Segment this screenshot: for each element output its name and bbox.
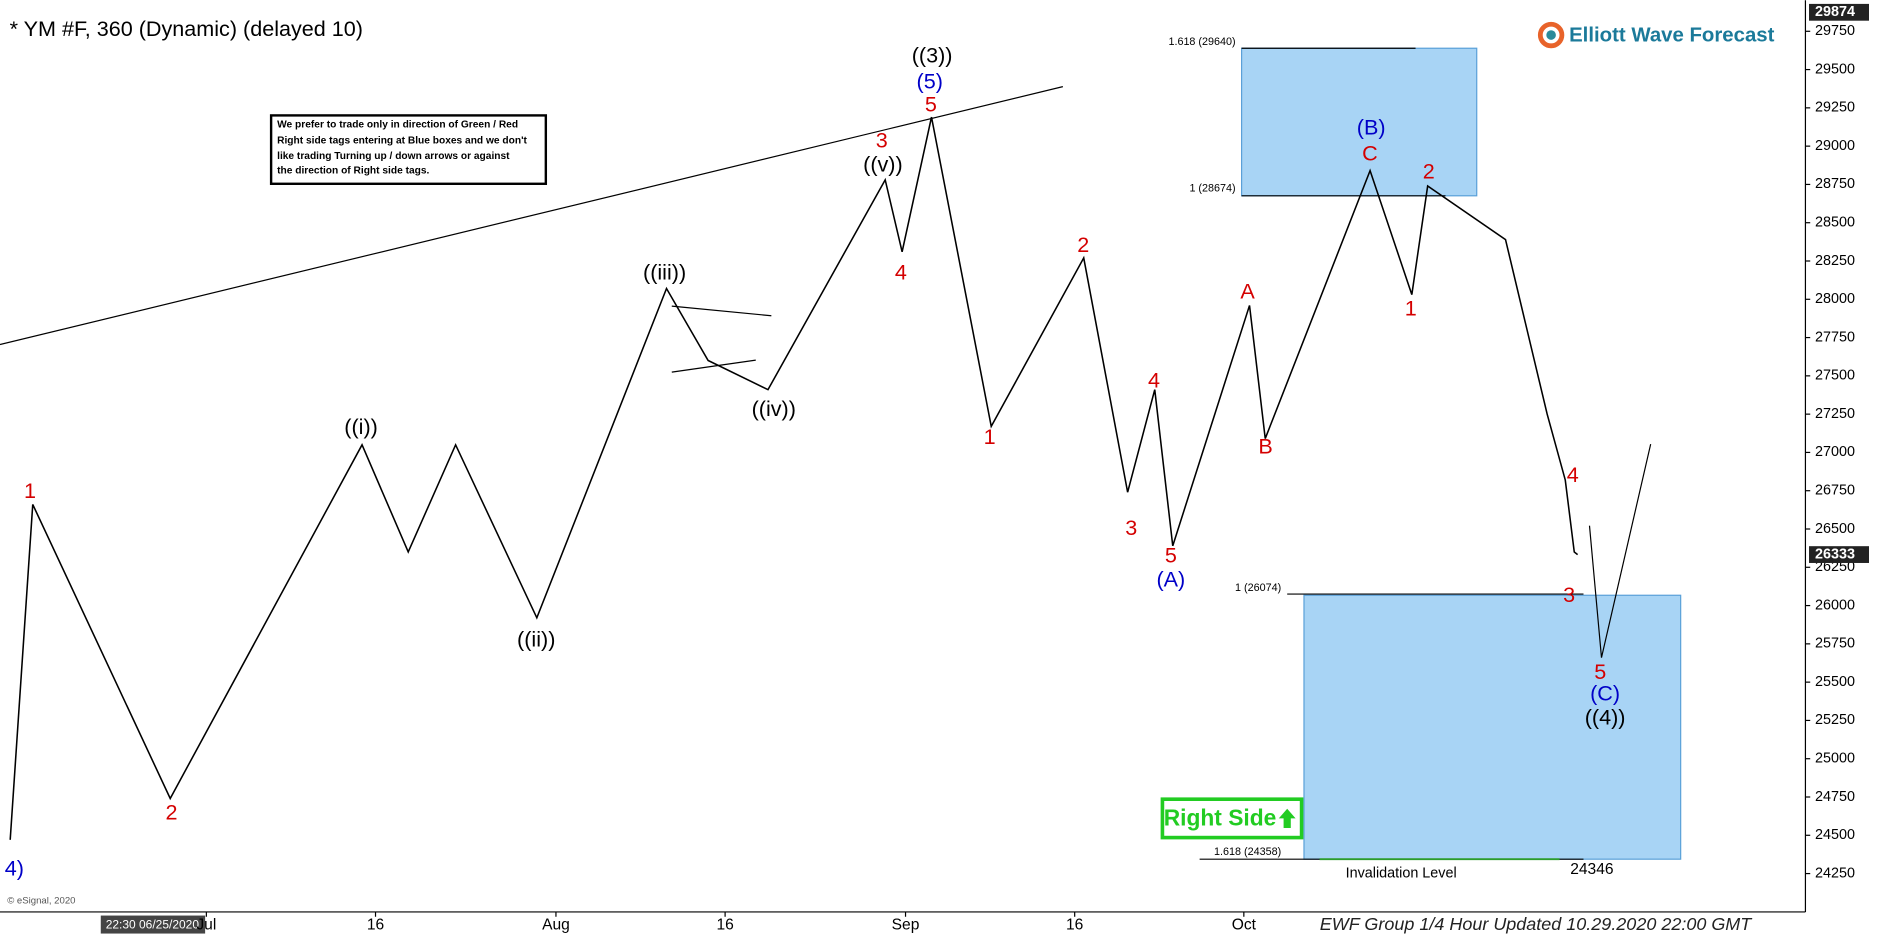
- wave-label: ((iii)): [643, 259, 686, 284]
- y-tick-label: 26750: [1815, 483, 1855, 499]
- wave-label: 5: [1165, 543, 1177, 568]
- x-tick-label: 16: [367, 916, 384, 933]
- y-tick-label: 29500: [1815, 61, 1855, 77]
- wave-label: ((iv)): [752, 396, 796, 421]
- footer: EWF Group 1/4 Hour Updated 10.29.2020 22…: [1320, 914, 1754, 934]
- invalidation-label: Invalidation Level: [1346, 865, 1457, 881]
- wave-label: 4): [5, 856, 24, 881]
- wave-label: 1: [984, 424, 996, 449]
- wave-label: A: [1240, 279, 1255, 304]
- y-tick-label: 25000: [1815, 751, 1855, 767]
- logo-icon: [1537, 21, 1565, 49]
- fib-label: 1.618 (29640): [1168, 36, 1235, 48]
- y-tick-label: 24500: [1815, 827, 1855, 843]
- triangle-line: [671, 305, 772, 317]
- triangle-line: [671, 359, 756, 373]
- fib-label: 1.618 (24358): [1214, 846, 1281, 858]
- wave-label: (B): [1357, 114, 1386, 139]
- wave-label: 1: [24, 478, 36, 503]
- y-tick-label: 29750: [1815, 23, 1855, 39]
- trendline: [0, 86, 1064, 346]
- y-tick-label: 29250: [1815, 100, 1855, 116]
- wave-label: ((3)): [912, 42, 953, 67]
- y-tick-label: 27750: [1815, 329, 1855, 345]
- timestamp-box: [100, 915, 206, 934]
- y-tick-label: 28250: [1815, 253, 1855, 269]
- wave-label: 4: [895, 259, 907, 284]
- wave-label: (C): [1590, 681, 1620, 706]
- right-side-text: Right Side: [1164, 805, 1277, 831]
- y-tick-label: 26250: [1815, 559, 1855, 575]
- y-tick-label: 27250: [1815, 406, 1855, 422]
- y-tick-label: 24250: [1815, 865, 1855, 881]
- note-box: [269, 114, 548, 185]
- y-tick-label: 27000: [1815, 444, 1855, 460]
- y-tick-label: 25750: [1815, 636, 1855, 652]
- wave-label: C: [1362, 141, 1378, 166]
- y-tick-label: 26000: [1815, 597, 1855, 613]
- wave-label: 5: [1594, 659, 1606, 684]
- high-price-tag-box: [1809, 3, 1870, 21]
- chart-title: * YM #F, 360 (Dynamic) (delayed 10): [10, 16, 363, 41]
- x-tick-label: 16: [1066, 916, 1083, 933]
- wave-label: 2: [1423, 159, 1435, 184]
- wave-label: ((4)): [1585, 705, 1626, 730]
- wave-label: 3: [876, 128, 888, 153]
- wave-label: 2: [166, 799, 178, 824]
- y-tick-label: 24750: [1815, 789, 1855, 805]
- y-tick-label: 25500: [1815, 674, 1855, 690]
- high-price-tag: 29874: [1815, 4, 1855, 20]
- projection-path: [1588, 443, 1652, 658]
- logo-text: Elliott Wave Forecast: [1569, 25, 1775, 47]
- note-line: We prefer to trade only in direction of …: [277, 120, 518, 131]
- y-tick-label: 27500: [1815, 368, 1855, 384]
- wave-label: 4: [1567, 462, 1579, 487]
- wave-label: ((ii)): [517, 627, 555, 652]
- note-line: the direction of Right side tags.: [277, 165, 429, 176]
- target-box-lower: [1303, 594, 1682, 860]
- wave-label: 2: [1077, 232, 1089, 257]
- x-tick-label: 16: [716, 916, 733, 933]
- wave-label: 1: [1405, 295, 1417, 320]
- last-price-tag: 26333: [1815, 546, 1855, 562]
- right-side-tag: [1160, 797, 1304, 840]
- price-line: [9, 116, 1579, 840]
- x-tick-label: Sep: [892, 916, 920, 933]
- wave-label: 3: [1563, 582, 1575, 607]
- wave-label: B: [1258, 433, 1272, 458]
- y-tick-label: 28000: [1815, 291, 1855, 307]
- y-tick-label: 28500: [1815, 215, 1855, 231]
- note-line: like trading Turning up / down arrows or…: [277, 151, 510, 162]
- x-tick-label: Jul: [196, 916, 216, 933]
- x-tick-label: Oct: [1232, 916, 1257, 933]
- wave-label: 3: [1125, 515, 1137, 540]
- wave-label: (5): [917, 69, 943, 94]
- wave-label: ((v)): [863, 152, 903, 177]
- timestamp: 22:30 06/25/2020: [106, 917, 200, 931]
- fib-label: 1 (26074): [1235, 582, 1281, 594]
- note-line: Right side tags entering at Blue boxes a…: [277, 135, 527, 146]
- wave-label: (A): [1156, 567, 1185, 592]
- wave-label: ((i)): [344, 414, 378, 439]
- copyright: © eSignal, 2020: [7, 896, 75, 907]
- y-tick-label: 25250: [1815, 712, 1855, 728]
- wave-label: 5: [925, 92, 937, 117]
- y-tick-label: 29000: [1815, 138, 1855, 154]
- logo-icon: [1546, 30, 1556, 40]
- target-box-upper: [1241, 47, 1478, 197]
- y-tick-label: 28750: [1815, 176, 1855, 192]
- y-tick-label: 26500: [1815, 521, 1855, 537]
- last-price-tag-box: [1809, 546, 1870, 563]
- invalidation-value: 24346: [1570, 861, 1613, 878]
- fib-label: 1 (28674): [1189, 182, 1235, 194]
- wave-label: 4: [1148, 367, 1160, 392]
- x-tick-label: Aug: [542, 916, 570, 933]
